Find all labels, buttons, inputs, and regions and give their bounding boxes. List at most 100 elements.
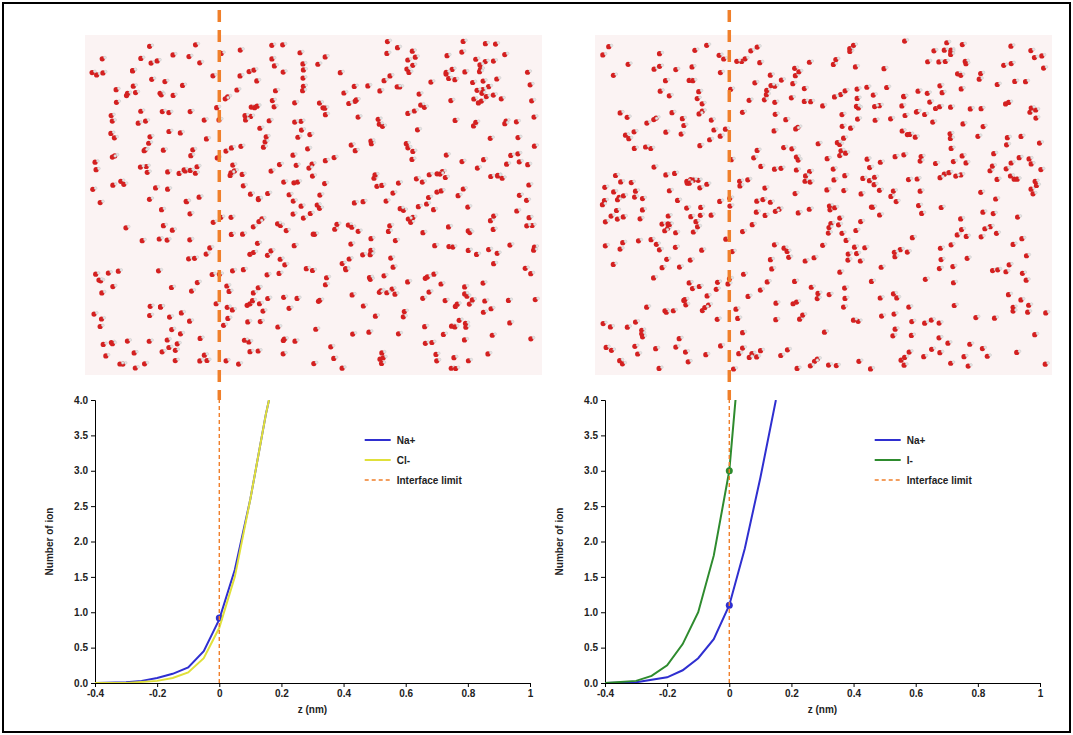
- decoration: [862, 258, 865, 261]
- decoration: [466, 69, 469, 72]
- y-tick-label: 3.0: [74, 465, 88, 476]
- decoration: [393, 286, 396, 289]
- decoration: [177, 348, 180, 351]
- decoration: [629, 325, 632, 328]
- x-axis: -0.4-0.200.20.40.60.81: [87, 683, 534, 699]
- decoration: [846, 285, 849, 288]
- decoration: [640, 238, 643, 241]
- decoration: [245, 267, 248, 270]
- decoration: [607, 219, 610, 222]
- decoration: [358, 97, 361, 100]
- decoration: [940, 59, 943, 62]
- decoration: [288, 228, 291, 231]
- decoration: [733, 157, 736, 160]
- decoration: [495, 92, 498, 95]
- decoration: [93, 70, 96, 73]
- decoration: [995, 211, 998, 214]
- decoration: [681, 265, 684, 268]
- decoration: [606, 185, 609, 188]
- decoration: [246, 338, 249, 341]
- decoration: [929, 91, 932, 94]
- x-tick-label: -0.2: [149, 688, 167, 699]
- decoration: [844, 124, 847, 127]
- decoration: [426, 105, 429, 108]
- decoration: [785, 145, 788, 148]
- decoration: [381, 290, 384, 293]
- decoration: [354, 292, 357, 295]
- decoration: [234, 163, 237, 166]
- decoration: [768, 88, 771, 91]
- decoration: [859, 117, 862, 120]
- decoration: [687, 302, 690, 305]
- decoration: [1022, 134, 1025, 137]
- decoration: [979, 134, 982, 137]
- decoration: [282, 257, 285, 260]
- decoration: [1030, 156, 1033, 159]
- decoration: [713, 117, 716, 120]
- decoration: [359, 114, 362, 117]
- decoration: [722, 70, 725, 73]
- y-tick-mark: [91, 542, 95, 543]
- decoration: [475, 96, 478, 99]
- decoration: [118, 100, 121, 103]
- decoration: [1034, 191, 1037, 194]
- decoration: [799, 366, 802, 369]
- decoration: [311, 132, 314, 135]
- decoration: [725, 56, 728, 59]
- decoration: [1045, 65, 1048, 68]
- decoration: [942, 246, 945, 249]
- decoration: [528, 198, 531, 201]
- decoration: [276, 104, 279, 107]
- decoration: [895, 188, 898, 191]
- decoration: [999, 82, 1002, 85]
- decoration: [622, 179, 625, 182]
- decoration: [342, 70, 345, 73]
- decoration: [615, 262, 618, 265]
- decoration: [983, 106, 986, 109]
- decoration: [639, 351, 642, 354]
- decoration: [898, 295, 901, 298]
- decoration: [759, 148, 762, 151]
- decoration: [931, 99, 934, 102]
- decoration: [255, 67, 258, 70]
- decoration: [837, 57, 840, 60]
- decoration: [1029, 310, 1032, 313]
- decoration: [617, 173, 620, 176]
- decoration: [675, 308, 678, 311]
- decoration: [536, 144, 539, 147]
- decoration: [935, 48, 938, 51]
- decoration: [876, 175, 879, 178]
- decoration: [695, 178, 698, 181]
- decoration: [642, 216, 645, 219]
- decoration: [824, 103, 827, 106]
- decoration: [102, 324, 105, 327]
- decoration: [260, 348, 263, 351]
- decoration: [321, 206, 324, 209]
- decoration: [687, 349, 690, 352]
- decoration: [967, 160, 970, 163]
- decoration: [691, 280, 694, 283]
- x-tick-mark: [281, 683, 282, 687]
- decoration: [164, 109, 167, 112]
- decoration: [1010, 292, 1013, 295]
- decoration: [233, 145, 236, 148]
- decoration: [528, 223, 531, 226]
- decoration: [506, 52, 509, 55]
- decoration: [535, 114, 538, 117]
- decoration: [448, 70, 451, 73]
- decoration: [758, 354, 761, 357]
- decoration: [146, 148, 149, 151]
- decoration: [684, 116, 687, 119]
- decoration: [432, 79, 435, 82]
- decoration: [383, 183, 386, 186]
- decoration: [910, 177, 913, 180]
- decoration: [877, 118, 880, 121]
- decoration: [722, 134, 725, 137]
- decoration: [485, 310, 488, 313]
- decoration: [950, 170, 953, 173]
- decoration: [1016, 79, 1019, 82]
- decoration: [510, 298, 513, 301]
- decoration: [113, 113, 116, 116]
- decoration: [319, 62, 322, 65]
- decoration: [708, 182, 711, 185]
